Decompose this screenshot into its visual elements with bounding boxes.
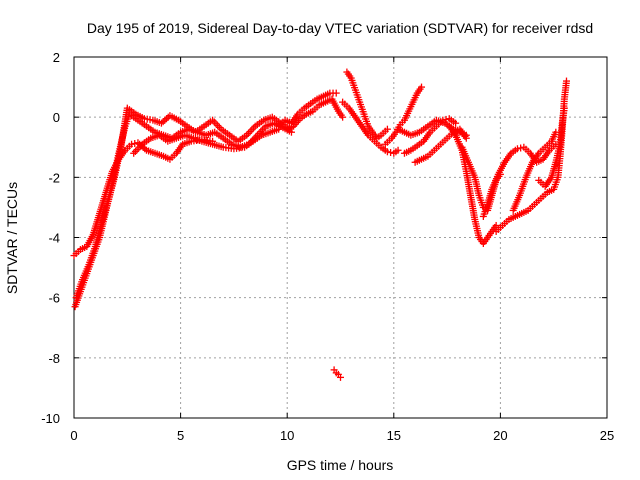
x-tick-label: 10 [280,428,294,443]
x-tick-label: 5 [177,428,184,443]
y-tick-label: -4 [48,231,60,246]
data-points [70,68,570,381]
data-point [452,119,460,127]
x-axis-ticks: 0 5 10 15 20 25 [70,57,614,443]
data-point [439,116,447,124]
y-tick-label: -10 [41,411,60,426]
data-point [462,134,470,142]
x-tick-label: 20 [493,428,507,443]
chart-title: Day 195 of 2019, Sidereal Day-to-day VTE… [87,20,593,36]
y-axis-ticks: 2 0 -2 -4 -6 -8 -10 [41,50,607,426]
x-tick-label: 25 [600,428,614,443]
x-tick-label: 15 [387,428,401,443]
data-point [442,115,450,123]
y-tick-label: 2 [53,50,60,65]
data-point [394,146,402,154]
y-tick-label: -8 [48,351,60,366]
data-point [562,77,570,85]
data-point [337,373,344,381]
data-point [332,89,340,97]
data-point [418,83,426,91]
data-point [383,125,391,133]
data-point [517,144,525,152]
y-axis-label: SDTVAR / TECUs [4,182,20,294]
data-point [560,104,568,112]
data-point [339,113,347,121]
data-point [128,140,136,148]
data-point [387,149,395,157]
data-point [131,139,139,147]
y-tick-label: -2 [48,170,60,185]
data-point [513,145,521,153]
x-axis-label: GPS time / hours [287,457,394,473]
data-point [492,221,500,229]
x-tick-label: 0 [70,428,77,443]
data-point [383,148,391,156]
y-tick-label: -6 [48,291,60,306]
y-tick-label: 0 [53,110,60,125]
